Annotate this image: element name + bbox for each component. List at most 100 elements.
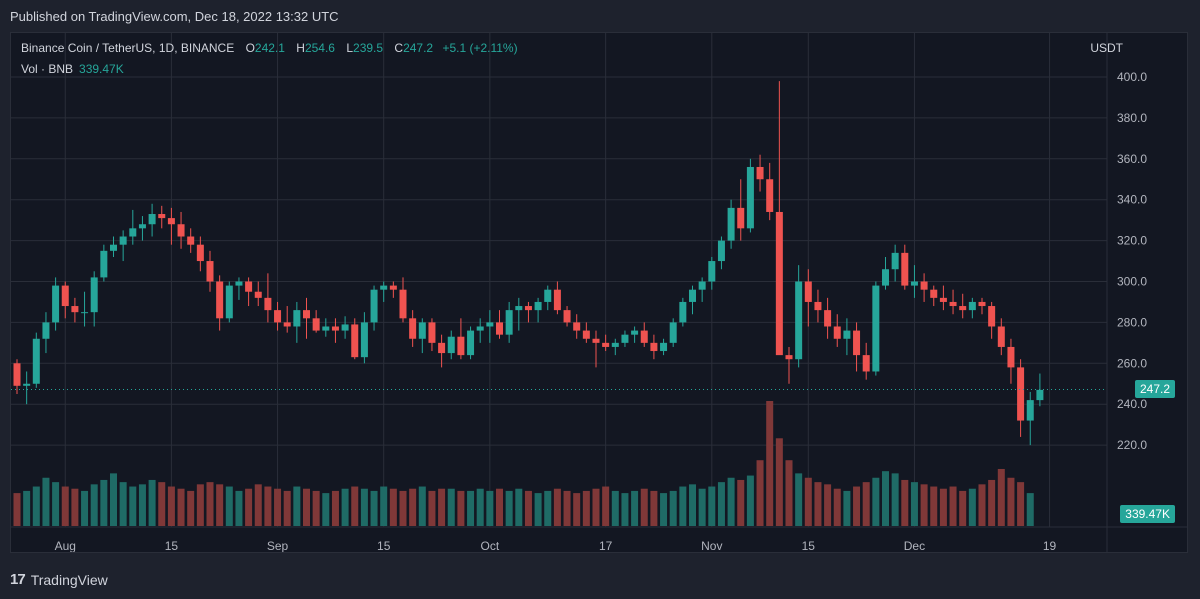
volume-bar [872,477,880,526]
candle-body [486,322,494,327]
volume-bar [689,484,696,526]
candle-body [544,289,552,302]
volume-bar [110,473,117,526]
y-tick-label: 300.0 [1117,275,1147,289]
candle-body [621,334,629,343]
y-tick-label: 360.0 [1117,152,1147,166]
candle-body [997,326,1005,347]
volume-bar [148,479,156,526]
volume-bar [447,488,455,526]
volume-bar [824,484,832,526]
volume-bar [997,468,1005,526]
candle-body [515,306,523,311]
candle-body [988,306,996,327]
volume-bar [717,482,725,526]
candle-body [689,289,696,302]
high-value: 254.6 [304,41,335,55]
volume-bar [187,490,195,526]
candle-body [611,342,619,347]
candle-body [920,281,928,290]
y-tick-label: 260.0 [1117,356,1147,370]
candle-body [959,306,967,311]
volume-bar [283,490,291,526]
open-label: O [245,41,255,55]
last-price-badge: 247.2 [1134,380,1175,399]
candle-body [245,281,253,292]
volume-bar [602,486,610,526]
candle-body [148,214,156,225]
volume-bar [959,490,967,526]
candle-body [81,312,89,314]
volume-bar [52,482,60,526]
volume-bar [90,484,98,526]
currency-label[interactable]: USDT [1090,41,1123,55]
candle-body [283,322,291,327]
x-tick-label: Oct [481,539,500,553]
candle-body [717,240,725,262]
volume-bar [737,479,745,526]
chart-panel[interactable]: 400.0 380.0 360.0 340.0 320.0 300.0 280.0 260.0… [10,32,1188,553]
candle-body [582,330,590,339]
volume-bar [746,475,754,526]
volume-bar [650,490,658,526]
volume-bar [331,490,339,526]
volume-bar [206,482,214,526]
volume-bar [129,486,137,526]
volume-bar [853,486,861,526]
volume-bar [766,401,774,526]
volume-bar [621,493,629,526]
volume-bar [708,486,716,526]
candle-body [843,330,851,339]
volume-bar [988,479,996,526]
candle-body [32,338,40,384]
volume-bar [660,493,668,526]
candle-body [303,310,310,319]
volume-value: 339.47K [79,62,124,76]
x-tick-label: 15 [377,539,391,553]
volume-bar [669,490,677,526]
candle-body [399,289,407,319]
volume-bar [196,484,204,526]
volume-bar [592,488,600,526]
volume-bar [862,482,870,526]
volume-bar [13,493,21,526]
close-value: 247.2 [403,41,434,55]
candle-body [939,297,947,302]
price-chart[interactable]: 400.0 380.0 360.0 340.0 320.0 300.0 280.0 260.0… [11,33,1188,553]
tradingview-footer[interactable]: 17 TradingView [10,571,108,588]
candle-body [910,281,918,286]
x-tick-label: Nov [701,539,722,553]
symbol-title[interactable]: Binance Coin / TetherUS, 1D, BINANCE [21,41,235,55]
volume-bar [312,490,320,526]
candle-body [100,250,108,278]
candle-body [1007,346,1015,368]
candle-body [351,324,359,358]
candle-body [573,322,581,331]
y-tick-label: 220.0 [1117,438,1147,452]
volume-bar [428,490,436,526]
volume-bar [544,490,552,526]
candle-body [187,236,195,245]
candle-body [71,306,79,313]
candle-body [129,228,137,237]
volume-bar [71,488,79,526]
candle-body [457,336,465,356]
volume-bar [939,488,947,526]
candle-body [293,310,301,327]
candle-body [814,301,822,311]
candle-body [708,261,716,282]
volume-bar [254,484,262,526]
y-tick-label: 280.0 [1117,315,1147,329]
volume-label[interactable]: Vol · BNB [21,62,74,76]
candle-body [669,322,677,343]
volume-bar [795,473,803,526]
volume-bar [351,486,359,526]
candle-body [901,252,909,286]
candle-body [756,166,764,180]
candle-body [119,236,127,245]
volume-bar [389,488,397,526]
x-tick-label: 19 [1043,539,1057,553]
candle-body [766,179,774,212]
volume-bar [882,471,889,526]
low-value: 239.5 [353,41,384,55]
